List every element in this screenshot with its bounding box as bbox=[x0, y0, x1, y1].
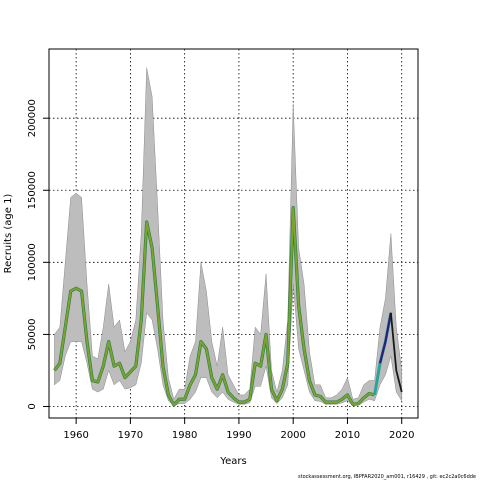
y-tick-label-0: 0 bbox=[27, 403, 38, 409]
x-tick-label-1990: 1990 bbox=[226, 430, 251, 441]
x-axis-title: Years bbox=[219, 456, 246, 467]
plot-frame bbox=[48, 48, 419, 419]
x-axis: 1960 1970 1980 1990 2000 2010 2020 bbox=[63, 418, 414, 441]
y-tick-label-150000: 150000 bbox=[27, 171, 38, 209]
x-tick-label-2010: 2010 bbox=[335, 430, 360, 441]
median-line-recent bbox=[378, 312, 392, 364]
x-tick-label-1980: 1980 bbox=[172, 430, 197, 441]
median-line-main bbox=[53, 206, 375, 407]
footnote: stockassessment.org, IBPFAR2020_am001, r… bbox=[298, 474, 476, 480]
y-axis: 0 50000 100000 150000 200000 bbox=[27, 99, 49, 410]
x-tick-label-1970: 1970 bbox=[118, 430, 143, 441]
median-line-tail bbox=[389, 312, 403, 393]
median-line bbox=[53, 205, 403, 407]
x-tick-label-1960: 1960 bbox=[63, 430, 88, 441]
x-tick-label-2020: 2020 bbox=[389, 430, 414, 441]
y-tick-label-200000: 200000 bbox=[27, 99, 38, 137]
y-tick-label-50000: 50000 bbox=[27, 318, 38, 350]
y-axis-title: Recruits (age 1) bbox=[3, 194, 14, 274]
x-tick-label-2000: 2000 bbox=[280, 430, 305, 441]
y-tick-label-100000: 100000 bbox=[27, 243, 38, 281]
